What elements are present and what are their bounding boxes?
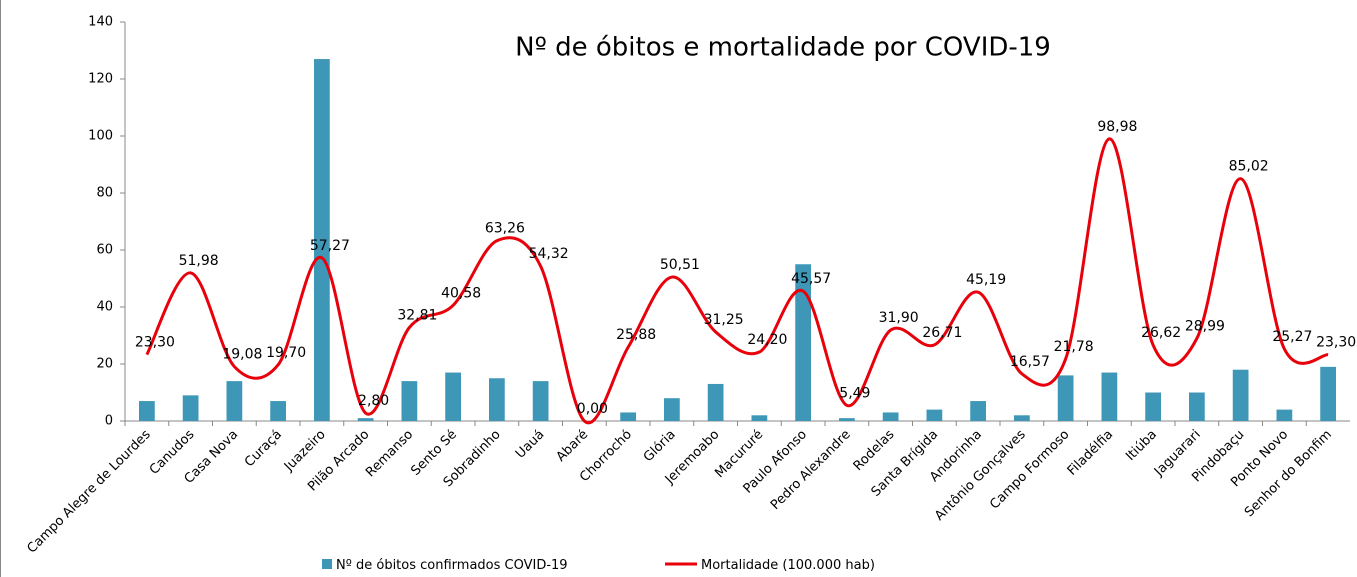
bar: [1145, 392, 1161, 421]
data-label: 24,20: [747, 332, 787, 348]
legend-label: Nº de óbitos confirmados COVID-19: [336, 558, 568, 573]
data-label: 45,57: [791, 271, 831, 287]
chart-title: Nº de óbitos e mortalidade por COVID-19: [515, 33, 1051, 63]
data-label: 25,88: [616, 327, 656, 343]
data-label: 5,49: [839, 385, 870, 401]
bar: [1232, 369, 1249, 421]
bar: [839, 418, 855, 421]
data-label: 26,71: [922, 325, 962, 341]
bar: [882, 412, 899, 421]
x-tick-label: Senhor do Bonfim: [1242, 427, 1335, 520]
data-label: 45,19: [966, 272, 1006, 288]
legend-swatch: [322, 559, 332, 569]
x-tick-label: Curaçá: [242, 427, 285, 470]
bar: [1276, 409, 1293, 421]
bar: [970, 401, 986, 421]
data-label: 19,70: [266, 345, 306, 361]
bar: [1014, 415, 1030, 421]
data-label: 50,51: [660, 257, 700, 273]
data-label: 16,57: [1010, 354, 1050, 370]
x-tick-label: Glória: [641, 427, 679, 465]
y-tick-label: 0: [105, 414, 113, 429]
data-label: 32,81: [397, 307, 437, 323]
bar: [314, 59, 330, 422]
legend-label: Mortalidade (100.000 hab): [701, 558, 875, 573]
data-label: 25,27: [1272, 329, 1312, 345]
y-tick-label: 40: [96, 300, 113, 315]
y-tick-label: 120: [88, 72, 113, 87]
bar: [226, 381, 243, 421]
bar: [401, 381, 418, 421]
bar: [926, 409, 943, 421]
bar: [795, 264, 811, 421]
x-tick-label: Abaré: [554, 427, 592, 465]
x-tick-label: Campo Formoso: [987, 427, 1072, 512]
bar: [270, 401, 286, 421]
bar: [357, 418, 374, 421]
bar: [664, 398, 680, 421]
bar: [1057, 375, 1074, 421]
data-label: 19,08: [222, 347, 262, 363]
x-tick-label: Uauá: [513, 427, 547, 461]
data-label: 2,80: [358, 393, 389, 409]
bar: [182, 395, 199, 421]
bar: [489, 378, 505, 421]
data-label: 85,02: [1229, 159, 1269, 175]
bar: [751, 415, 768, 421]
y-tick-label: 60: [96, 243, 113, 258]
bar: [532, 381, 549, 421]
data-label: 23,30: [135, 335, 175, 351]
bar: [620, 412, 636, 421]
x-tick-label: Campo Alegre de Lourdes: [25, 427, 154, 556]
data-label: 23,30: [1316, 335, 1356, 351]
data-label: 28,99: [1185, 318, 1225, 334]
x-tick-label: Filadélfia: [1065, 427, 1116, 478]
data-label: 57,27: [310, 238, 350, 254]
data-label: 31,25: [704, 312, 744, 328]
x-tick-label: Itiúba: [1123, 427, 1160, 464]
y-tick-label: 140: [88, 15, 113, 30]
data-label: 63,26: [485, 221, 525, 237]
data-label: 54,32: [529, 246, 569, 262]
y-tick-label: 80: [96, 186, 113, 201]
data-label: 0,00: [577, 401, 608, 417]
data-label: 98,98: [1097, 119, 1137, 135]
bar: [707, 383, 724, 421]
data-label: 40,58: [441, 285, 481, 301]
bar: [1320, 366, 1336, 421]
bar: [445, 372, 461, 421]
data-label: 51,98: [179, 253, 219, 269]
x-tick-label: Remanso: [363, 427, 416, 480]
data-label: 21,78: [1054, 339, 1094, 355]
bar: [1101, 372, 1118, 421]
x-tick-label: Pedro Alexandre: [768, 427, 854, 513]
bar: [139, 401, 155, 421]
data-label: 31,90: [879, 310, 919, 326]
y-tick-label: 20: [96, 357, 113, 372]
line: [145, 137, 1329, 425]
data-label: 26,62: [1141, 325, 1181, 341]
bar: [1189, 392, 1205, 421]
y-tick-label: 100: [88, 129, 113, 144]
